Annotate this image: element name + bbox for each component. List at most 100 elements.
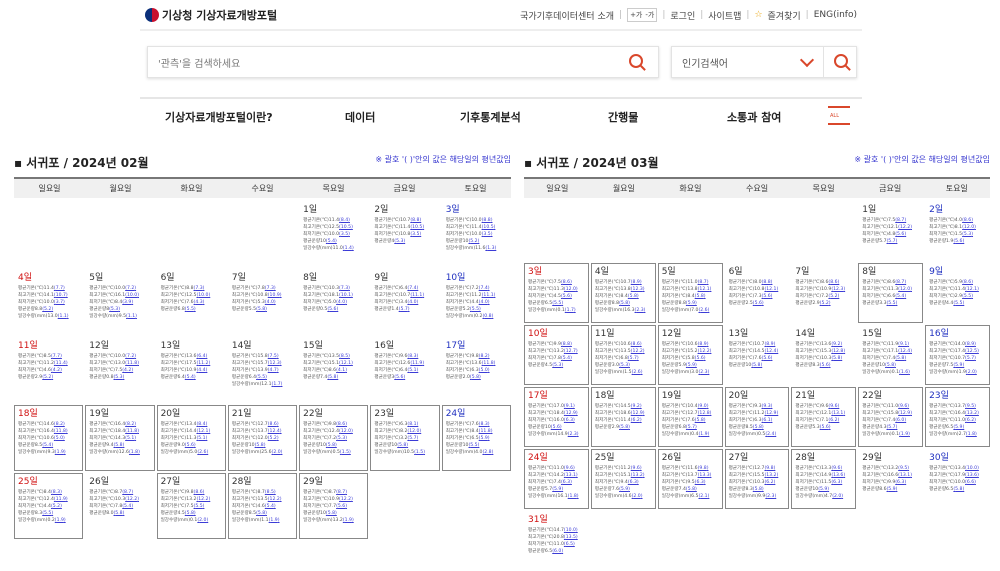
normal-value-link[interactable]: (12.8) (831, 349, 846, 354)
day-cell[interactable]: 25일 평균기온(℃)8.4(8.3) 최고기온(℃)12.4(11.9) 최저기온(… (14, 473, 84, 539)
day-cell[interactable]: 9일 평균기온(℃)6.4(7.4) 최고기온(℃)10.7(11.1) 최저기온(℃… (370, 269, 439, 335)
nav-publications[interactable]: 간행물 (608, 111, 639, 124)
normal-value-link[interactable]: (5.8) (256, 307, 267, 312)
link-ncdc-intro[interactable]: 국가기후데이터센터 소개 (520, 11, 615, 22)
normal-value-link[interactable]: (5.8) (113, 443, 125, 448)
normal-value-link[interactable]: (5.4) (264, 504, 276, 509)
normal-value-link[interactable]: (13.3) (697, 473, 712, 478)
normal-value-link[interactable]: (5.9) (619, 487, 630, 492)
normal-value-link[interactable]: (6.3) (895, 480, 907, 485)
normal-value-link[interactable]: (8.3) (50, 490, 62, 495)
day-cell[interactable]: 5일 평균기온(℃)10.0(7.2) 최고기온(℃)16.1(10.0) 최저기온(… (85, 269, 154, 335)
normal-value-link[interactable]: (6.0) (552, 549, 564, 554)
normal-value-link[interactable]: (2.1) (698, 494, 710, 499)
normal-value-link[interactable]: (6.2) (828, 418, 840, 423)
normal-value-link[interactable]: (5.8) (751, 363, 763, 368)
day-cell[interactable]: 15일 평균기온(℃)13.5(8.5) 최고기온(℃)15.1(12.1) 최저기온… (299, 337, 368, 403)
normal-value-link[interactable]: (5.8) (619, 301, 630, 306)
normal-value-link[interactable]: (5.5) (886, 301, 898, 306)
day-cell[interactable]: 27일 평균기온(℃)9.8(8.6) 최고기온(℃)13.2(12.2) 최저기온(… (156, 473, 226, 539)
normal-value-link[interactable]: (1.9) (268, 518, 280, 523)
normal-value-link[interactable]: (12.2) (125, 497, 139, 502)
normal-value-link[interactable]: (8.4) (196, 422, 208, 427)
link-sitemap[interactable]: 사이트맵 (708, 11, 742, 22)
day-cell[interactable]: 11일 평균기온(℃)10.6(8.6) 최고기온(℃)13.5(12.2) 최저기온… (590, 325, 656, 385)
normal-value-link[interactable]: (10.0) (196, 293, 211, 298)
normal-value-link[interactable]: (8.7) (336, 490, 348, 495)
normal-value-link[interactable]: (5.8) (752, 487, 764, 492)
normal-value-link[interactable]: (3.5) (339, 232, 350, 237)
normal-value-link[interactable]: (5.8) (694, 418, 706, 423)
link-favorites[interactable]: 즐겨찾기 (767, 11, 801, 22)
day-cell[interactable]: 21일 평균기온(℃)12.7(8.6) 최고기온(℃)13.7(12.4) 최저기온… (227, 405, 298, 471)
normal-value-link[interactable]: (9.1) (898, 342, 910, 347)
normal-value-link[interactable]: (12.1) (196, 429, 211, 434)
normal-value-link[interactable]: (5.9) (953, 425, 965, 430)
day-cell[interactable]: 25일 평균기온(℃)11.2(9.6) 최고기온(℃)15.1(13.2) 최저기온… (590, 449, 656, 509)
normal-value-link[interactable]: (9.1) (563, 404, 575, 409)
normal-value-link[interactable]: (5.5) (256, 375, 267, 380)
day-cell[interactable]: 18일 평균기온(℃)14.5(9.2) 최고기온(℃)18.6(12.9) 최저기온… (590, 387, 656, 447)
normal-value-link[interactable]: (2.0) (197, 518, 209, 523)
normal-value-link[interactable]: (12.1) (697, 287, 712, 292)
day-cell[interactable]: 13일 평균기온(℃)10.7(8.9) 최고기온(℃)14.5(12.4) 최저기온… (725, 325, 790, 385)
day-cell[interactable]: 14일 평균기온(℃)15.8(7.5) 최고기온(℃)15.7(12.3) 최저기온… (228, 337, 297, 403)
normal-value-link[interactable]: (8.2) (125, 422, 137, 427)
normal-value-link[interactable]: (5.9) (685, 363, 697, 368)
normal-value-link[interactable]: (2.3) (698, 370, 710, 375)
day-cell[interactable]: 29일 평균기온(℃)13.2(9.5) 최고기온(℃)16.6(13.1) 최저기온… (858, 449, 923, 509)
day-cell[interactable]: 4일 평균기온(℃)11.4(7.7) 최고기온(℃)14.1(10.7) 최저기온(… (14, 269, 83, 335)
normal-value-link[interactable]: (3.5) (481, 232, 493, 237)
normal-value-link[interactable]: (12.9) (630, 411, 645, 416)
normal-value-link[interactable]: (5.6) (895, 232, 907, 237)
normal-value-link[interactable]: (5.8) (619, 425, 630, 430)
normal-value-link[interactable]: (8.7) (895, 280, 907, 285)
normal-value-link[interactable]: (5.6) (752, 301, 764, 306)
normal-value-link[interactable]: (9.2) (630, 404, 642, 409)
normal-value-link[interactable]: (9.8) (697, 466, 709, 471)
normal-value-link[interactable]: (9.8) (764, 466, 776, 471)
normal-value-link[interactable]: (5.4) (895, 294, 907, 299)
normal-value-link[interactable]: (13.2) (630, 473, 645, 478)
day-cell[interactable]: 1일 평균기온(℃)11.4(8.4) 최고기온(℃)12.5(10.5) 최저기온(… (299, 201, 368, 267)
normal-value-link[interactable]: (7.3) (193, 286, 205, 291)
link-login[interactable]: 로그인 (670, 11, 696, 22)
normal-value-link[interactable]: (12.3) (267, 361, 282, 366)
normal-value-link[interactable]: (13.1) (898, 473, 912, 478)
normal-value-link[interactable]: (10.0) (965, 466, 979, 471)
normal-value-link[interactable]: (5.4) (42, 443, 54, 448)
normal-value-link[interactable]: (6.5) (563, 542, 575, 547)
normal-value-link[interactable]: (10.5) (410, 225, 425, 230)
day-cell[interactable]: 23일 평균기온(℃)13.7(9.5) 최고기온(℃)16.4(13.2) 최저기온… (925, 387, 990, 447)
day-cell[interactable]: 12일 평균기온(℃)10.0(7.2) 최고기온(℃)13.0(11.8) 최저기온… (85, 337, 154, 403)
normal-value-link[interactable]: (8.6) (962, 280, 974, 285)
normal-value-link[interactable]: (12.2) (898, 225, 912, 230)
normal-value-link[interactable]: (5.8) (752, 425, 764, 430)
normal-value-link[interactable]: (3.9) (122, 300, 134, 305)
normal-value-link[interactable]: (5.8) (113, 511, 125, 516)
normal-value-link[interactable]: (8.7) (122, 490, 134, 495)
font-down-button[interactable]: -가 (645, 11, 655, 19)
normal-value-link[interactable]: (4.2) (122, 368, 134, 373)
day-cell[interactable]: 17일 평균기온(℃)17.0(9.1) 최고기온(℃)18.4(12.9) 최저기온… (524, 387, 589, 447)
normal-value-link[interactable]: (2.0) (631, 494, 643, 499)
normal-value-link[interactable]: (8.8) (481, 218, 493, 223)
normal-value-link[interactable]: (13.2) (965, 411, 979, 416)
normal-value-link[interactable]: (10.1) (339, 293, 353, 298)
normal-value-link[interactable]: (8.3) (478, 422, 490, 427)
normal-value-link[interactable]: (12.1) (965, 287, 979, 292)
day-cell[interactable]: 29일 평균기온(℃)8.7(8.7) 최고기온(℃)10.9(12.2) 최저기온(… (299, 473, 369, 539)
normal-value-link[interactable]: (8.9) (697, 342, 709, 347)
normal-value-link[interactable]: (5.9) (685, 301, 697, 306)
normal-value-link[interactable]: (5.6) (761, 294, 773, 299)
normal-value-link[interactable]: (0.8) (482, 314, 494, 319)
normal-value-link[interactable]: (5.8) (256, 511, 267, 516)
normal-value-link[interactable]: (12.2) (339, 497, 353, 502)
day-cell[interactable]: 1일 평균기온(℃)7.5(8.7) 최고기온(℃)12.1(12.2) 최저기온(℃… (858, 201, 923, 261)
normal-value-link[interactable]: (2.3) (634, 308, 646, 313)
normal-value-link[interactable]: (7.3) (339, 286, 350, 291)
normal-value-link[interactable]: (8.9) (764, 342, 776, 347)
day-cell[interactable]: 13일 평균기온(℃)13.6(6.4) 최고기온(℃)17.5(11.2) 최저기온… (157, 337, 226, 403)
normal-value-link[interactable]: (3.7) (53, 300, 65, 305)
day-cell[interactable]: 24일 평균기온(℃)11.0(9.6) 최고기온(℃)14.2(13.1) 최저기온… (524, 449, 589, 509)
